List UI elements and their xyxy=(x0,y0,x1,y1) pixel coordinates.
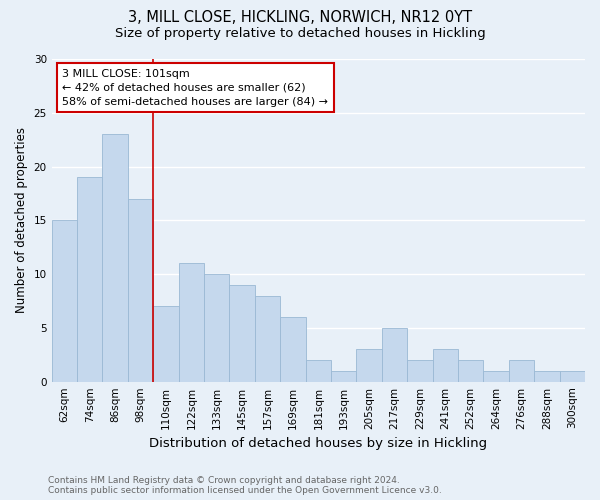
Bar xyxy=(280,317,305,382)
Bar xyxy=(52,220,77,382)
Bar xyxy=(484,371,509,382)
Bar xyxy=(103,134,128,382)
Bar xyxy=(356,350,382,382)
Bar xyxy=(534,371,560,382)
Text: 3, MILL CLOSE, HICKLING, NORWICH, NR12 0YT: 3, MILL CLOSE, HICKLING, NORWICH, NR12 0… xyxy=(128,10,472,25)
Bar xyxy=(433,350,458,382)
Bar xyxy=(255,296,280,382)
Bar xyxy=(382,328,407,382)
Bar xyxy=(560,371,585,382)
Bar xyxy=(305,360,331,382)
Text: Contains HM Land Registry data © Crown copyright and database right 2024.
Contai: Contains HM Land Registry data © Crown c… xyxy=(48,476,442,495)
Bar xyxy=(229,285,255,382)
Bar xyxy=(458,360,484,382)
Bar xyxy=(331,371,356,382)
Text: 3 MILL CLOSE: 101sqm
← 42% of detached houses are smaller (62)
58% of semi-detac: 3 MILL CLOSE: 101sqm ← 42% of detached h… xyxy=(62,68,328,106)
Text: Size of property relative to detached houses in Hickling: Size of property relative to detached ho… xyxy=(115,28,485,40)
X-axis label: Distribution of detached houses by size in Hickling: Distribution of detached houses by size … xyxy=(149,437,487,450)
Bar xyxy=(77,178,103,382)
Bar xyxy=(509,360,534,382)
Bar xyxy=(128,199,153,382)
Bar xyxy=(407,360,433,382)
Y-axis label: Number of detached properties: Number of detached properties xyxy=(15,128,28,314)
Bar xyxy=(204,274,229,382)
Bar xyxy=(179,264,204,382)
Bar xyxy=(153,306,179,382)
